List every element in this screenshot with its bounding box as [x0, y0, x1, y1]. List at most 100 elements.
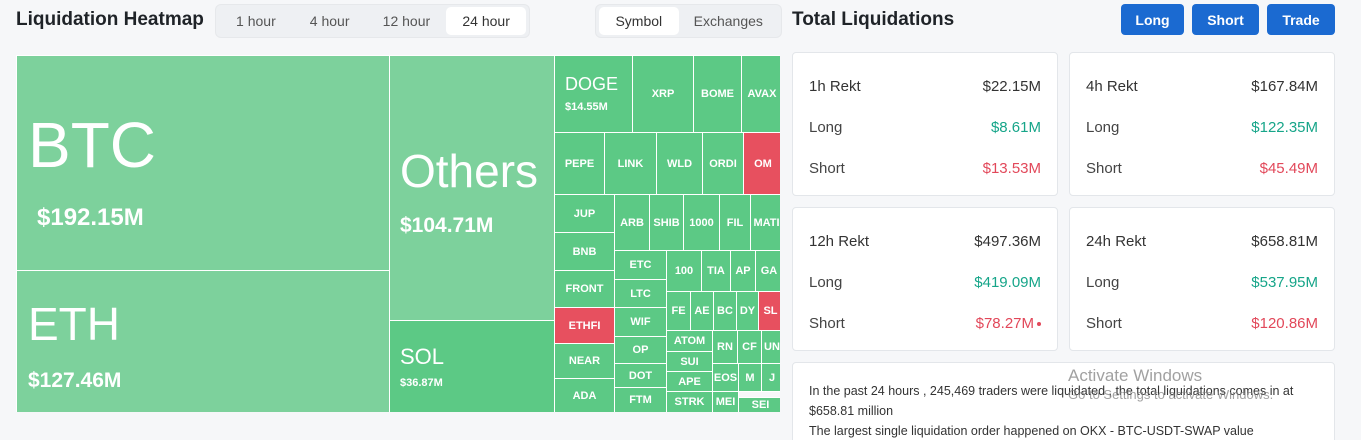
tab-24-hour[interactable]: 24 hour [446, 7, 526, 35]
heatmap-cell[interactable]: ATOM [666, 330, 713, 352]
heatmap-cell[interactable]: 1000 [683, 194, 720, 251]
heatmap-cell[interactable]: EOS [712, 363, 739, 392]
group-by-tabs: Symbol Exchanges [595, 4, 782, 38]
cell-name: DOGE [565, 74, 619, 94]
short-value: $13.53M [982, 160, 1041, 177]
heatmap-cell[interactable]: 100 [666, 250, 702, 292]
heatmap-cell[interactable]: FIL [719, 194, 751, 251]
heatmap-cell[interactable]: DOT [614, 363, 667, 388]
heatmap-cell[interactable]: PEPE [554, 132, 605, 195]
heatmap-cell[interactable]: APE [666, 371, 713, 392]
heatmap-cell[interactable]: SHIB [649, 194, 684, 251]
cell-value: $127.46M [28, 369, 122, 392]
heatmap-cell[interactable]: FTM [614, 387, 667, 412]
heatmap-cell[interactable]: TIA [701, 250, 731, 292]
heatmap-cell[interactable]: ETHFI [554, 307, 615, 344]
card-label: 24h Rekt [1086, 233, 1147, 250]
heatmap-cell[interactable]: MEI [712, 391, 739, 412]
heatmap-cell[interactable]: XRP [632, 55, 694, 133]
heatmap-cell[interactable]: ADA [554, 378, 615, 412]
long-value: $122.35M [1251, 119, 1318, 136]
card-header-row: 4h Rekt $167.84M [1086, 78, 1318, 95]
heatmap-cell[interactable]: SUI [666, 351, 713, 372]
long-value: $8.61M [990, 119, 1041, 136]
tab-exchanges[interactable]: Exchanges [693, 13, 763, 29]
heatmap-cell[interactable]: ETC [614, 250, 667, 280]
rekt-card-12h: 12h Rekt $497.36M Long $419.09M Short $7… [792, 207, 1058, 351]
short-label: Short [809, 160, 845, 177]
heatmap-cell[interactable]: AP [730, 250, 756, 292]
cell-value: $192.15M [37, 204, 144, 231]
heatmap-cell[interactable]: LTC [614, 279, 667, 308]
short-button[interactable]: Short [1192, 4, 1259, 35]
card-label: 4h Rekt [1086, 78, 1138, 95]
heatmap-cell[interactable]: ARB [614, 194, 650, 251]
short-value-wrap: $78.27M [976, 315, 1041, 332]
heatmap-cell[interactable]: DY [736, 291, 759, 331]
card-short-row: Short $45.49M [1086, 160, 1318, 177]
short-value: $78.27M [975, 315, 1034, 332]
heatmap-cell[interactable]: OM [743, 132, 780, 195]
time-range-tabs: 1 hour 4 hour 12 hour 24 hour [215, 4, 530, 38]
card-long-row: Long $419.09M [809, 274, 1041, 291]
cell-name: BTC [28, 109, 156, 181]
heatmap-cell[interactable]: BC [713, 291, 737, 331]
short-value: $120.86M [1251, 315, 1318, 332]
long-value: $537.95M [1251, 274, 1318, 291]
heatmap-cell[interactable]: SEI [738, 397, 780, 412]
cell-value: $104.71M [400, 214, 494, 237]
cell-name: Others [400, 145, 539, 197]
heatmap-cell[interactable]: AE [690, 291, 714, 331]
heatmap-cell[interactable]: J [761, 363, 780, 392]
long-label: Long [809, 119, 843, 136]
heatmap-cell[interactable]: SL [758, 291, 780, 331]
heatmap-cell-others[interactable]: Others $104.71M [389, 55, 555, 321]
total-liquidations-title: Total Liquidations [792, 9, 955, 30]
liquidation-heatmap: BTC $192.15M ETH $127.46M Others $104.71… [16, 55, 780, 412]
heatmap-cell[interactable]: M [738, 363, 762, 392]
heatmap-cell[interactable]: NEAR [554, 343, 615, 379]
heatmap-cell[interactable]: FRONT [554, 270, 615, 308]
heatmap-cell[interactable]: BOME [693, 55, 742, 133]
heatmap-cell[interactable]: WLD [656, 132, 703, 195]
short-label: Short [1086, 160, 1122, 177]
rekt-card-1h: 1h Rekt $22.15M Long $8.61M Short $13.53… [792, 52, 1058, 196]
heatmap-cell[interactable]: RN [712, 330, 738, 364]
tab-symbol[interactable]: Symbol [599, 7, 679, 35]
long-label: Long [809, 274, 843, 291]
heatmap-cell[interactable]: OP [614, 336, 667, 364]
short-label: Short [809, 315, 845, 332]
card-label: 1h Rekt [809, 78, 861, 95]
heatmap-cell[interactable]: LINK [604, 132, 657, 195]
card-short-row: Short $13.53M [809, 160, 1041, 177]
card-header-row: 24h Rekt $658.81M [1086, 233, 1318, 250]
card-long-row: Long $122.35M [1086, 119, 1318, 136]
heatmap-cell[interactable]: GA [755, 250, 780, 292]
heatmap-cell-eth[interactable]: ETH $127.46M [16, 270, 390, 412]
card-total: $658.81M [1251, 233, 1318, 250]
heatmap-cell-doge[interactable]: DOGE $14.55M [554, 55, 633, 133]
long-value: $419.09M [974, 274, 1041, 291]
short-label: Short [1086, 315, 1122, 332]
heatmap-cell-btc[interactable]: BTC $192.15M [16, 55, 390, 271]
heatmap-cell-sol[interactable]: SOL $36.87M [389, 320, 555, 412]
tab-12-hour[interactable]: 12 hour [382, 13, 431, 29]
heatmap-cell[interactable]: AVAX [741, 55, 780, 133]
short-value: $45.49M [1259, 160, 1318, 177]
heatmap-cell[interactable]: STRK [666, 391, 713, 412]
long-label: Long [1086, 274, 1120, 291]
heatmap-cell[interactable]: FE [666, 291, 691, 331]
heatmap-cell[interactable]: UN [761, 330, 780, 364]
summary-line-2: The largest single liquidation order hap… [809, 424, 1254, 438]
heatmap-cell[interactable]: JUP [554, 194, 615, 233]
heatmap-cell[interactable]: ORDI [702, 132, 744, 195]
heatmap-cell[interactable]: MATI [750, 194, 780, 251]
trade-button[interactable]: Trade [1267, 4, 1335, 35]
tab-1-hour[interactable]: 1 hour [236, 13, 276, 29]
long-button[interactable]: Long [1121, 4, 1184, 35]
tab-4-hour[interactable]: 4 hour [309, 13, 350, 29]
heatmap-cell[interactable]: WIF [614, 307, 667, 337]
heatmap-cell[interactable]: BNB [554, 232, 615, 271]
summary-line-1: In the past 24 hours , 245,469 traders w… [809, 384, 1294, 418]
heatmap-cell[interactable]: CF [737, 330, 762, 364]
